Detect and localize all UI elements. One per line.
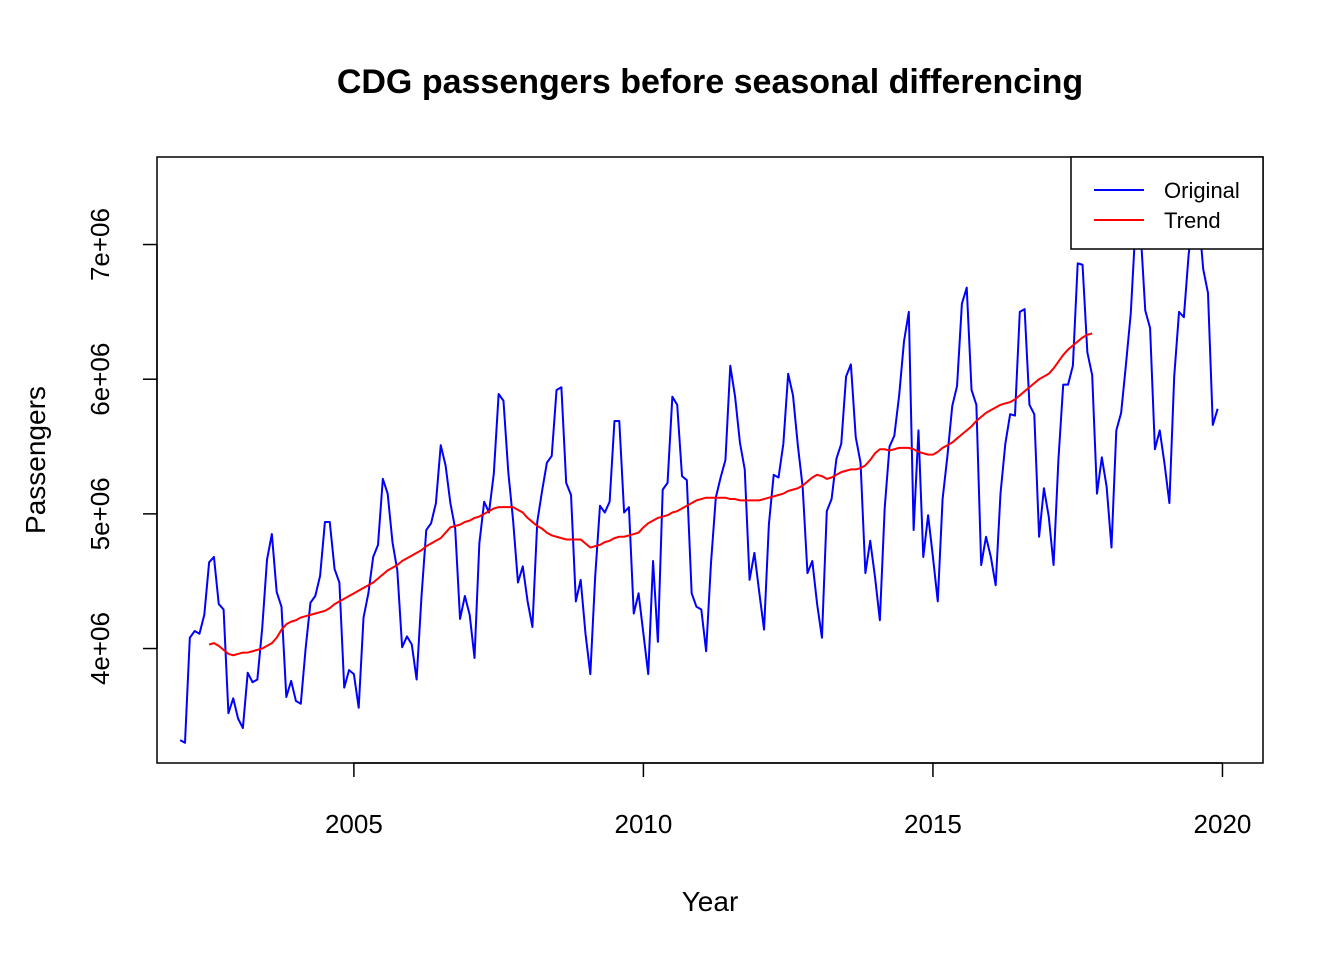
- y-tick-label: 5e+06: [85, 477, 115, 550]
- legend: Original Trend: [1070, 156, 1264, 250]
- legend-label-original: Original: [1164, 178, 1240, 203]
- legend-label-trend: Trend: [1164, 208, 1221, 233]
- series-layer: [179, 209, 1219, 744]
- series-line-trend: [208, 332, 1093, 657]
- y-axis: 4e+06 5e+06 6e+06 7e+06: [85, 208, 158, 685]
- y-tick-label: 4e+06: [85, 612, 115, 685]
- legend-box: [1070, 156, 1264, 250]
- y-tick-label: 7e+06: [85, 208, 115, 281]
- x-tick-label: 2020: [1194, 809, 1252, 839]
- x-axis-title: Year: [682, 886, 739, 917]
- chart-title: CDG passengers before seasonal differenc…: [337, 63, 1083, 101]
- x-axis: 2005 2010 2015 2020: [325, 762, 1252, 839]
- x-tick-label: 2015: [904, 809, 962, 839]
- series-line-original: [179, 209, 1219, 744]
- y-tick-label: 6e+06: [85, 343, 115, 416]
- x-tick-label: 2010: [614, 809, 672, 839]
- y-axis-title: Passengers: [20, 386, 51, 534]
- x-tick-label: 2005: [325, 809, 383, 839]
